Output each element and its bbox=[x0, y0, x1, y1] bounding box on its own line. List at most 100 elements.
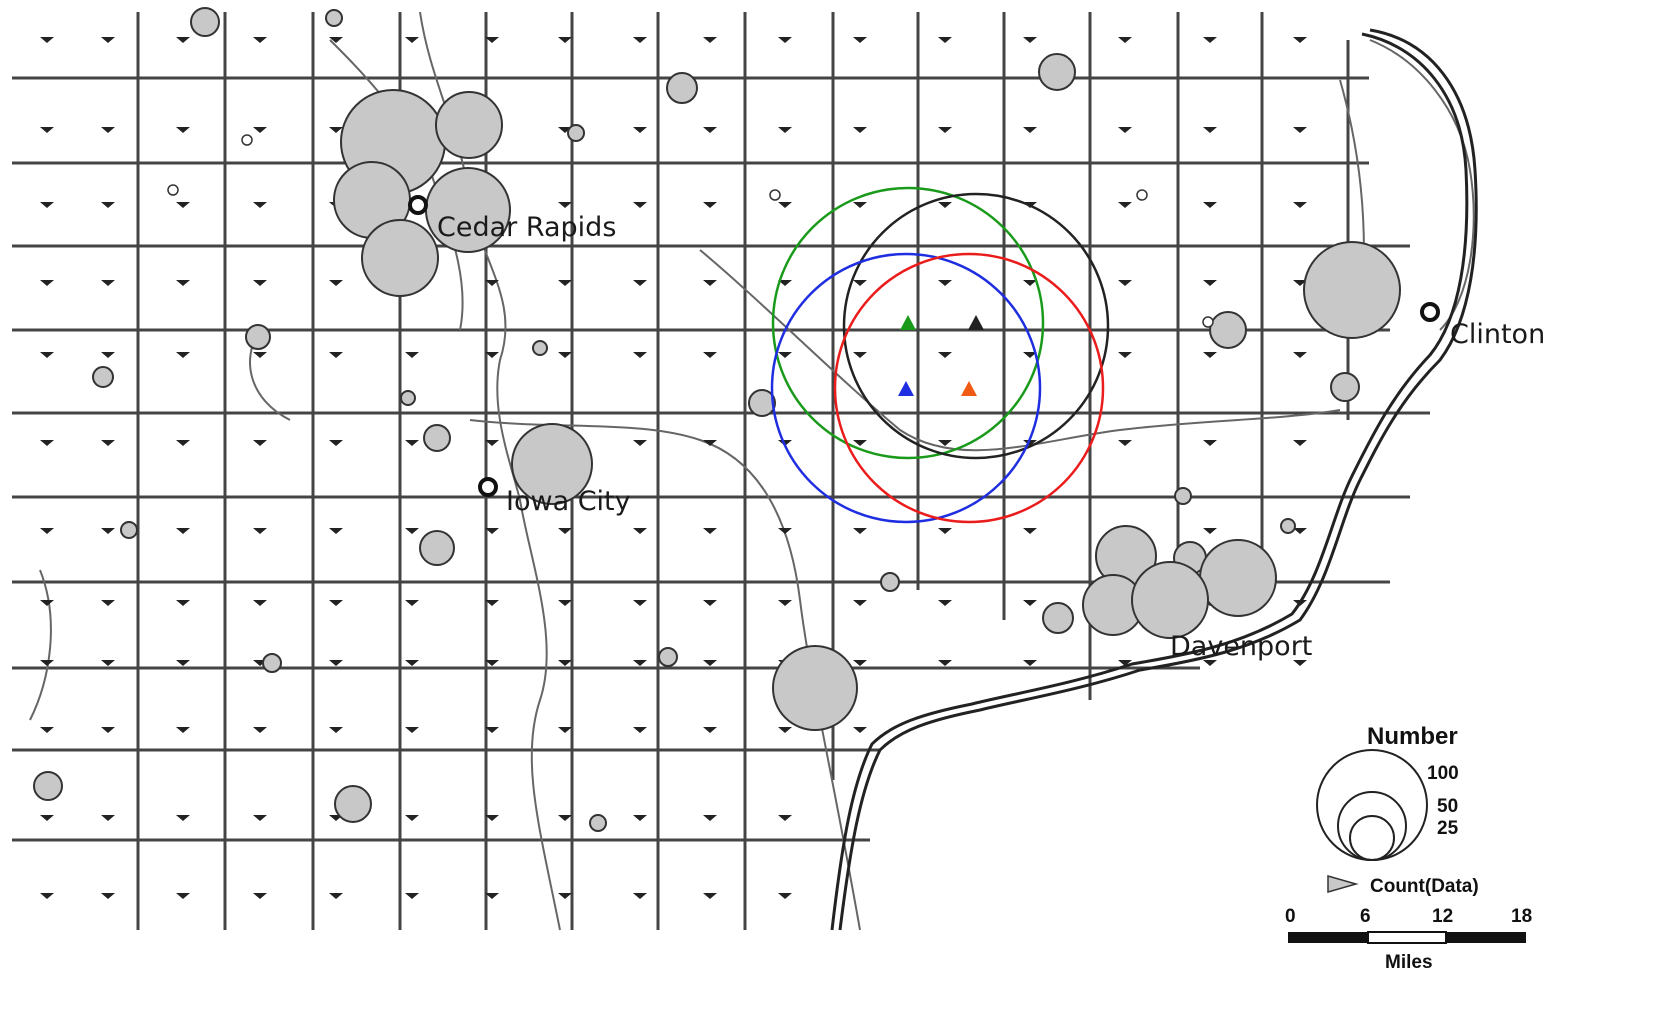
township-marker bbox=[558, 727, 572, 733]
township-marker bbox=[558, 893, 572, 899]
scale-bar-segment-1 bbox=[1288, 932, 1368, 943]
ring-black bbox=[842, 192, 1110, 460]
count-symbol bbox=[532, 340, 548, 356]
township-marker bbox=[938, 280, 952, 286]
township-marker bbox=[1203, 352, 1217, 358]
mississippi-east-bank bbox=[838, 28, 1478, 931]
township-marker bbox=[176, 815, 190, 821]
township-marker bbox=[405, 815, 419, 821]
count-symbol bbox=[423, 424, 451, 452]
township-marker bbox=[101, 37, 115, 43]
township-marker bbox=[1203, 528, 1217, 534]
township-marker bbox=[176, 202, 190, 208]
township-marker bbox=[1293, 600, 1307, 606]
count-symbol bbox=[748, 389, 776, 417]
township-marker bbox=[329, 660, 343, 666]
township-marker bbox=[176, 660, 190, 666]
township-marker bbox=[853, 440, 867, 446]
township-marker bbox=[40, 528, 54, 534]
township-marker bbox=[101, 528, 115, 534]
township-marker bbox=[1023, 528, 1037, 534]
legend-circle-25 bbox=[1349, 815, 1395, 861]
count-symbol bbox=[1202, 316, 1214, 328]
legend-label-100: 100 bbox=[1427, 763, 1459, 784]
township-marker bbox=[938, 528, 952, 534]
township-marker bbox=[253, 202, 267, 208]
count-symbol bbox=[92, 366, 114, 388]
township-marker bbox=[176, 440, 190, 446]
township-marker bbox=[778, 727, 792, 733]
count-symbol bbox=[1209, 311, 1247, 349]
township-marker bbox=[938, 127, 952, 133]
township-marker bbox=[1203, 127, 1217, 133]
count-symbol bbox=[400, 390, 416, 406]
scale-tick-18: 18 bbox=[1511, 906, 1532, 927]
center-orange-triangle bbox=[961, 381, 977, 396]
township-marker bbox=[633, 37, 647, 43]
township-marker bbox=[703, 352, 717, 358]
township-marker bbox=[703, 440, 717, 446]
ring-green bbox=[771, 186, 1045, 460]
township-marker bbox=[1023, 660, 1037, 666]
city-markers bbox=[408, 195, 1440, 497]
township-marker bbox=[40, 202, 54, 208]
township-marker bbox=[1293, 440, 1307, 446]
search-rings bbox=[770, 186, 1110, 524]
township-marker bbox=[253, 352, 267, 358]
township-marker bbox=[485, 727, 499, 733]
township-marker bbox=[938, 440, 952, 446]
township-marker bbox=[485, 37, 499, 43]
township-marker bbox=[485, 528, 499, 534]
township-marker bbox=[853, 727, 867, 733]
legend-title: Number bbox=[1367, 723, 1458, 750]
legend-count-label: Count(Data) bbox=[1370, 876, 1479, 897]
township-marker bbox=[778, 127, 792, 133]
township-marker bbox=[558, 815, 572, 821]
scale-unit-label: Miles bbox=[1385, 952, 1433, 973]
township-marker bbox=[778, 815, 792, 821]
count-symbol bbox=[1330, 372, 1360, 402]
township-marker bbox=[1293, 127, 1307, 133]
township-marker bbox=[40, 893, 54, 899]
township-marker bbox=[778, 893, 792, 899]
township-marker bbox=[558, 202, 572, 208]
township-marker bbox=[633, 727, 647, 733]
township-marker bbox=[853, 352, 867, 358]
township-marker bbox=[485, 600, 499, 606]
township-marker bbox=[329, 352, 343, 358]
township-marker bbox=[253, 528, 267, 534]
township-marker bbox=[703, 37, 717, 43]
township-marker bbox=[253, 815, 267, 821]
township-marker bbox=[778, 528, 792, 534]
township-marker bbox=[938, 352, 952, 358]
township-marker bbox=[405, 660, 419, 666]
township-marker bbox=[329, 127, 343, 133]
township-marker bbox=[253, 727, 267, 733]
count-symbol bbox=[120, 521, 138, 539]
count-symbol bbox=[1174, 487, 1192, 505]
cedar-rapids-marker bbox=[408, 195, 428, 215]
township-marker bbox=[558, 600, 572, 606]
township-marker bbox=[405, 37, 419, 43]
township-marker bbox=[938, 37, 952, 43]
scale-tick-0: 0 bbox=[1285, 906, 1296, 927]
township-marker bbox=[40, 440, 54, 446]
count-symbol bbox=[33, 771, 63, 801]
township-marker bbox=[40, 660, 54, 666]
township-marker bbox=[176, 37, 190, 43]
count-symbol bbox=[1038, 53, 1076, 91]
center-green-triangle bbox=[900, 315, 916, 330]
township-grid bbox=[12, 12, 1430, 930]
ring-blue bbox=[770, 252, 1042, 524]
count-symbol bbox=[511, 423, 593, 505]
township-marker bbox=[633, 127, 647, 133]
count-symbol bbox=[1280, 518, 1296, 534]
township-marker bbox=[329, 528, 343, 534]
legend: Number 100 50 25 Count(Data) 0 6 12 18 M… bbox=[1285, 723, 1532, 973]
count-symbol bbox=[334, 785, 372, 823]
township-marker bbox=[703, 815, 717, 821]
township-marker bbox=[176, 727, 190, 733]
township-marker bbox=[329, 727, 343, 733]
township-marker bbox=[253, 893, 267, 899]
